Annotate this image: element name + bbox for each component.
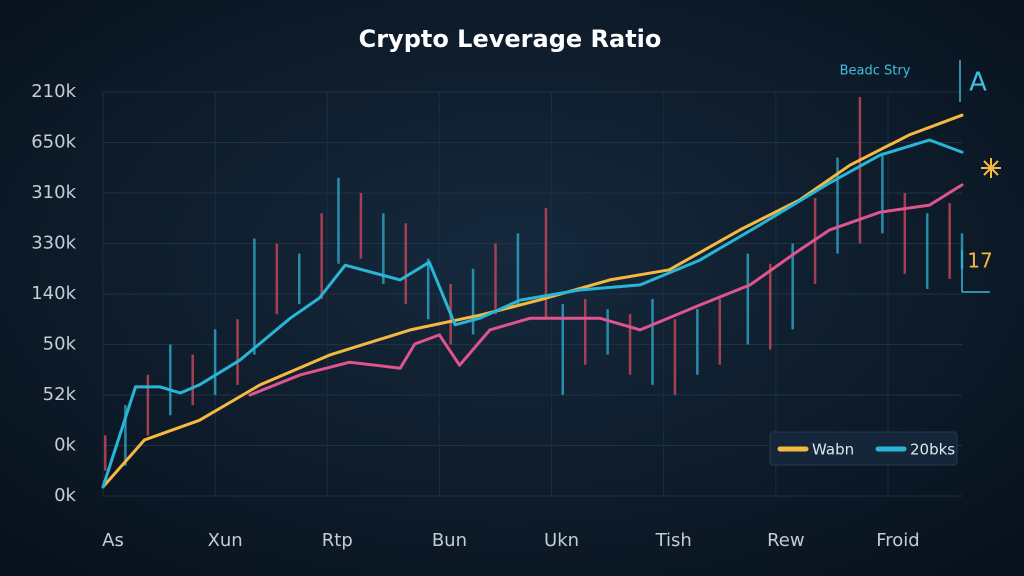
spark-icon [981,158,1001,178]
y-tick-label: 210k [31,81,76,102]
x-tick-label: Tish [655,530,692,551]
x-tick-label: As [102,530,124,551]
annotation: Beadc Stry [840,64,911,79]
y-tick-label: 650k [31,132,76,153]
legend-label: Wabn [812,441,854,459]
x-tick-label: Rtp [322,530,353,551]
annotation: 17 [967,249,992,273]
y-tick-label: 50k [43,334,77,355]
y-tick-label: 52k [43,384,77,405]
lines [101,113,964,489]
series-line [101,138,964,489]
annotation: A [969,68,987,98]
x-tick-label: Rew [767,530,805,551]
y-tick-label: 310k [31,182,76,203]
series-line [248,183,964,397]
x-tick-label: Froid [876,530,920,551]
y-tick-label: 0k [54,485,76,506]
y-tick-label: 0k [54,435,76,456]
y-tick-label: 140k [31,283,76,304]
y-tick-label: 330k [31,233,76,254]
x-tick-label: Bun [432,530,467,551]
x-tick-label: Ukn [544,530,579,551]
legend-entries: Wabn 20bks [777,441,955,459]
legend-label: 20bks [910,441,955,459]
chart-title: Crypto Leverage Ratio [359,25,662,53]
legend [769,431,958,466]
series-line [101,113,964,489]
ticks: 0k 0k 52k 50k 140k 330k 310k 650k 210k As Xun Rtp Bu… [31,81,920,551]
x-tick-label: Xun [208,530,243,551]
